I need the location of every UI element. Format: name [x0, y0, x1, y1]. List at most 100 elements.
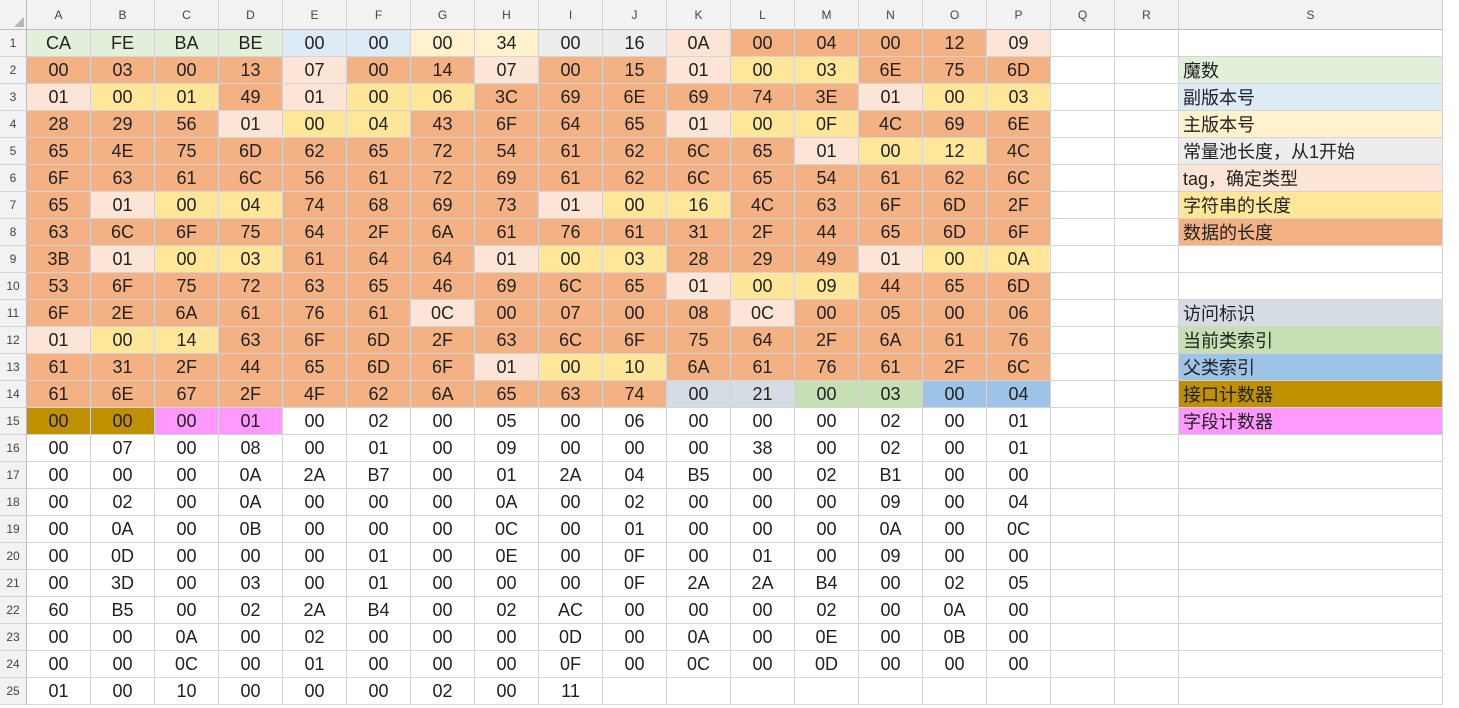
cell-i22[interactable]: AC	[539, 597, 603, 624]
cell-d23[interactable]: 00	[219, 624, 283, 651]
cell-f13[interactable]: 6D	[347, 354, 411, 381]
cell-c7[interactable]: 00	[155, 192, 219, 219]
cell-k1[interactable]: 0A	[667, 30, 731, 57]
legend-item-12[interactable]: 当前类索引	[1179, 327, 1443, 354]
cell-j16[interactable]: 00	[603, 435, 667, 462]
cell-c16[interactable]: 00	[155, 435, 219, 462]
cell-k21[interactable]: 2A	[667, 570, 731, 597]
cell-g16[interactable]: 00	[411, 435, 475, 462]
cell-m5[interactable]: 01	[795, 138, 859, 165]
cell-o13[interactable]: 2F	[923, 354, 987, 381]
cell-j9[interactable]: 03	[603, 246, 667, 273]
legend-item-6[interactable]: tag，确定类型	[1179, 165, 1443, 192]
cell-e7[interactable]: 74	[283, 192, 347, 219]
cell-g11[interactable]: 0C	[411, 300, 475, 327]
cell-m12[interactable]: 2F	[795, 327, 859, 354]
cell-k17[interactable]: B5	[667, 462, 731, 489]
cell-d21[interactable]: 03	[219, 570, 283, 597]
cell-q3[interactable]	[1051, 84, 1115, 111]
cell-d24[interactable]: 00	[219, 651, 283, 678]
cell-b5[interactable]: 4E	[91, 138, 155, 165]
cell-e18[interactable]: 00	[283, 489, 347, 516]
cell-r17[interactable]	[1115, 462, 1179, 489]
cell-o17[interactable]: 00	[923, 462, 987, 489]
cell-b19[interactable]: 0A	[91, 516, 155, 543]
cell-r23[interactable]	[1115, 624, 1179, 651]
cell-n9[interactable]: 01	[859, 246, 923, 273]
cell-a18[interactable]: 00	[27, 489, 91, 516]
cell-n17[interactable]: B1	[859, 462, 923, 489]
cell-c6[interactable]: 61	[155, 165, 219, 192]
legend-item-14[interactable]: 接口计数器	[1179, 381, 1443, 408]
legend-item-13[interactable]: 父类索引	[1179, 354, 1443, 381]
column-header-c[interactable]: C	[155, 0, 219, 30]
cell-g4[interactable]: 43	[411, 111, 475, 138]
cell-s24[interactable]	[1179, 651, 1443, 678]
cell-j4[interactable]: 65	[603, 111, 667, 138]
cell-p3[interactable]: 03	[987, 84, 1051, 111]
cell-m22[interactable]: 02	[795, 597, 859, 624]
cell-k8[interactable]: 31	[667, 219, 731, 246]
cell-h2[interactable]: 07	[475, 57, 539, 84]
cell-l11[interactable]: 0C	[731, 300, 795, 327]
cell-q12[interactable]	[1051, 327, 1115, 354]
legend-item-11[interactable]: 访问标识	[1179, 300, 1443, 327]
cell-c22[interactable]: 00	[155, 597, 219, 624]
cell-d1[interactable]: BE	[219, 30, 283, 57]
cell-s16[interactable]	[1179, 435, 1443, 462]
cell-a21[interactable]: 00	[27, 570, 91, 597]
column-header-e[interactable]: E	[283, 0, 347, 30]
cell-h8[interactable]: 61	[475, 219, 539, 246]
cell-m14[interactable]: 00	[795, 381, 859, 408]
cell-e2[interactable]: 07	[283, 57, 347, 84]
cell-j17[interactable]: 04	[603, 462, 667, 489]
cell-b1[interactable]: FE	[91, 30, 155, 57]
cell-l12[interactable]: 64	[731, 327, 795, 354]
cell-l3[interactable]: 74	[731, 84, 795, 111]
cell-h20[interactable]: 0E	[475, 543, 539, 570]
row-header-15[interactable]: 15	[0, 408, 27, 435]
cell-c1[interactable]: BA	[155, 30, 219, 57]
cell-a25[interactable]: 01	[27, 678, 91, 705]
row-header-7[interactable]: 7	[0, 192, 27, 219]
cell-r2[interactable]	[1115, 57, 1179, 84]
cell-d13[interactable]: 44	[219, 354, 283, 381]
cell-p20[interactable]: 00	[987, 543, 1051, 570]
cell-b15[interactable]: 00	[91, 408, 155, 435]
cell-e25[interactable]: 00	[283, 678, 347, 705]
cell-k18[interactable]: 00	[667, 489, 731, 516]
cell-h16[interactable]: 09	[475, 435, 539, 462]
cell-m20[interactable]: 00	[795, 543, 859, 570]
cell-n22[interactable]: 00	[859, 597, 923, 624]
cell-q6[interactable]	[1051, 165, 1115, 192]
cell-n19[interactable]: 0A	[859, 516, 923, 543]
row-header-25[interactable]: 25	[0, 678, 27, 705]
legend-item-3[interactable]: 副版本号	[1179, 84, 1443, 111]
cell-e9[interactable]: 61	[283, 246, 347, 273]
cell-b4[interactable]: 29	[91, 111, 155, 138]
cell-c4[interactable]: 56	[155, 111, 219, 138]
cell-m8[interactable]: 44	[795, 219, 859, 246]
cell-i18[interactable]: 00	[539, 489, 603, 516]
cell-l6[interactable]: 65	[731, 165, 795, 192]
cell-f6[interactable]: 61	[347, 165, 411, 192]
cell-h12[interactable]: 63	[475, 327, 539, 354]
cell-k19[interactable]: 00	[667, 516, 731, 543]
row-header-22[interactable]: 22	[0, 597, 27, 624]
cell-p9[interactable]: 0A	[987, 246, 1051, 273]
cell-q10[interactable]	[1051, 273, 1115, 300]
row-header-14[interactable]: 14	[0, 381, 27, 408]
cell-n23[interactable]: 00	[859, 624, 923, 651]
cell-h18[interactable]: 0A	[475, 489, 539, 516]
cell-q8[interactable]	[1051, 219, 1115, 246]
cell-p5[interactable]: 4C	[987, 138, 1051, 165]
cell-h17[interactable]: 01	[475, 462, 539, 489]
cell-e19[interactable]: 00	[283, 516, 347, 543]
cell-m1[interactable]: 04	[795, 30, 859, 57]
cell-f1[interactable]: 00	[347, 30, 411, 57]
cell-g12[interactable]: 2F	[411, 327, 475, 354]
row-header-10[interactable]: 10	[0, 273, 27, 300]
cell-i20[interactable]: 00	[539, 543, 603, 570]
cell-h21[interactable]: 00	[475, 570, 539, 597]
cell-o22[interactable]: 0A	[923, 597, 987, 624]
